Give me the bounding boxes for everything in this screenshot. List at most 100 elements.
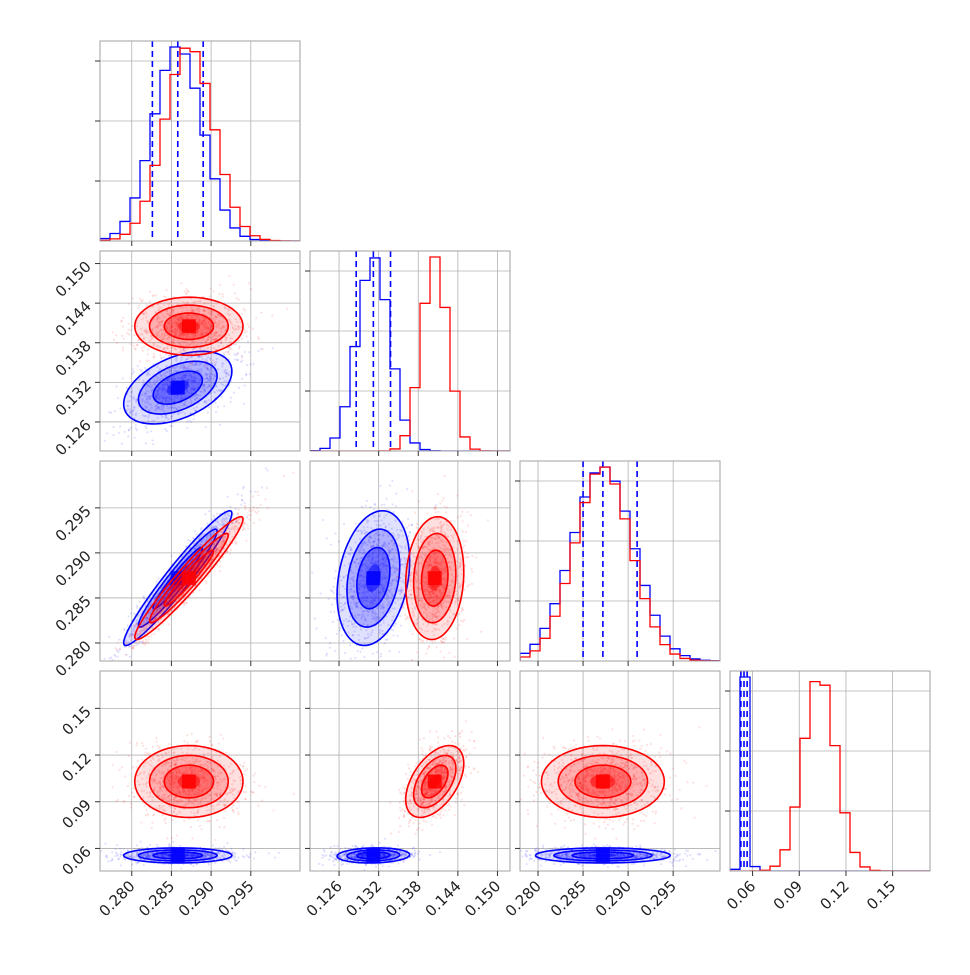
scatter-point <box>177 568 179 570</box>
scatter-point <box>137 339 139 341</box>
scatter-point <box>445 511 447 513</box>
scatter-point <box>418 500 420 502</box>
scatter-point <box>148 636 150 638</box>
scatter-point <box>225 359 227 361</box>
scatter-point <box>136 429 138 431</box>
scatter-point <box>393 625 395 627</box>
scatter-point <box>408 534 410 536</box>
scatter-point <box>234 292 236 294</box>
scatter-point <box>361 506 363 508</box>
scatter-point <box>272 347 274 349</box>
scatter-point <box>188 419 190 421</box>
scatter-point <box>113 667 115 669</box>
scatter-point <box>118 651 120 653</box>
scatter-point <box>245 540 247 542</box>
scatter-point <box>101 662 103 664</box>
scatter-point <box>243 486 245 488</box>
scatter-point <box>199 589 201 591</box>
scatter-point <box>207 575 209 577</box>
scatter-point <box>243 329 245 331</box>
scatter-point <box>341 634 343 636</box>
scatter-point <box>124 431 126 433</box>
scatter-point <box>403 557 405 559</box>
scatter-point <box>125 641 127 643</box>
scatter-point <box>332 586 334 588</box>
scatter-point <box>129 656 131 658</box>
density-peak <box>182 571 196 585</box>
scatter-point <box>344 652 346 654</box>
scatter-point <box>136 606 138 608</box>
scatter-point <box>108 636 110 638</box>
scatter-point <box>315 627 317 629</box>
scatter-point <box>137 365 139 367</box>
scatter-point <box>145 442 147 444</box>
scatter-point <box>395 592 397 594</box>
scatter-point <box>104 440 106 442</box>
scatter-point <box>252 495 254 497</box>
scatter-point <box>207 411 209 413</box>
density-0 <box>337 511 410 646</box>
scatter-point <box>360 651 362 653</box>
y-tick-label: 0.138 <box>52 337 95 380</box>
scatter-point <box>248 351 250 353</box>
scatter-point <box>133 624 135 626</box>
scatter-point <box>173 295 175 297</box>
scatter-point <box>471 571 473 573</box>
scatter-point <box>380 655 382 657</box>
scatter-point <box>141 299 143 301</box>
scatter-point <box>373 508 375 510</box>
scatter-point <box>139 298 141 300</box>
scatter-point <box>187 357 189 359</box>
scatter-point <box>467 556 469 558</box>
scatter-point <box>130 343 132 345</box>
scatter-point <box>146 427 148 429</box>
scatter-point <box>386 498 388 500</box>
scatter-point <box>260 312 262 314</box>
scatter-point <box>152 443 154 445</box>
scatter-point <box>460 620 462 622</box>
scatter-point <box>340 663 342 665</box>
scatter-point <box>238 347 240 349</box>
scatter-point <box>250 514 252 516</box>
scatter-point <box>219 284 221 286</box>
scatter-point <box>241 499 243 501</box>
scatter-point <box>145 641 147 643</box>
scatter-point <box>92 681 94 683</box>
scatter-point <box>92 659 94 661</box>
scatter-point <box>155 580 157 582</box>
scatter-point <box>416 662 418 664</box>
scatter-point <box>136 344 138 346</box>
scatter-point <box>115 334 117 336</box>
scatter-point <box>205 582 207 584</box>
scatter-point <box>190 421 192 423</box>
scatter-point <box>168 623 170 625</box>
scatter-point <box>208 406 210 408</box>
scatter-point <box>183 290 185 292</box>
scatter-point <box>222 296 224 298</box>
scatter-point <box>158 577 160 579</box>
scatter-point <box>330 611 332 613</box>
scatter-point <box>74 697 76 699</box>
scatter-point <box>127 328 129 330</box>
scatter-point <box>235 508 237 510</box>
scatter-point <box>132 297 134 299</box>
scatter-point <box>434 640 436 642</box>
scatter-point <box>130 612 132 614</box>
scatter-point <box>128 429 130 431</box>
scatter-point <box>126 643 128 645</box>
scatter-point <box>364 664 366 666</box>
scatter-point <box>149 300 151 302</box>
scatter-point <box>186 427 188 429</box>
scatter-point <box>185 292 187 294</box>
scatter-point <box>158 362 160 364</box>
scatter-point <box>241 360 243 362</box>
panel-content <box>100 41 300 241</box>
scatter-point <box>204 363 206 365</box>
scatter-point <box>238 387 240 389</box>
scatter-point <box>230 401 232 403</box>
density-peak <box>366 571 380 585</box>
scatter-point <box>261 486 263 488</box>
panel-0-0 <box>95 41 300 246</box>
scatter-point <box>131 373 133 375</box>
